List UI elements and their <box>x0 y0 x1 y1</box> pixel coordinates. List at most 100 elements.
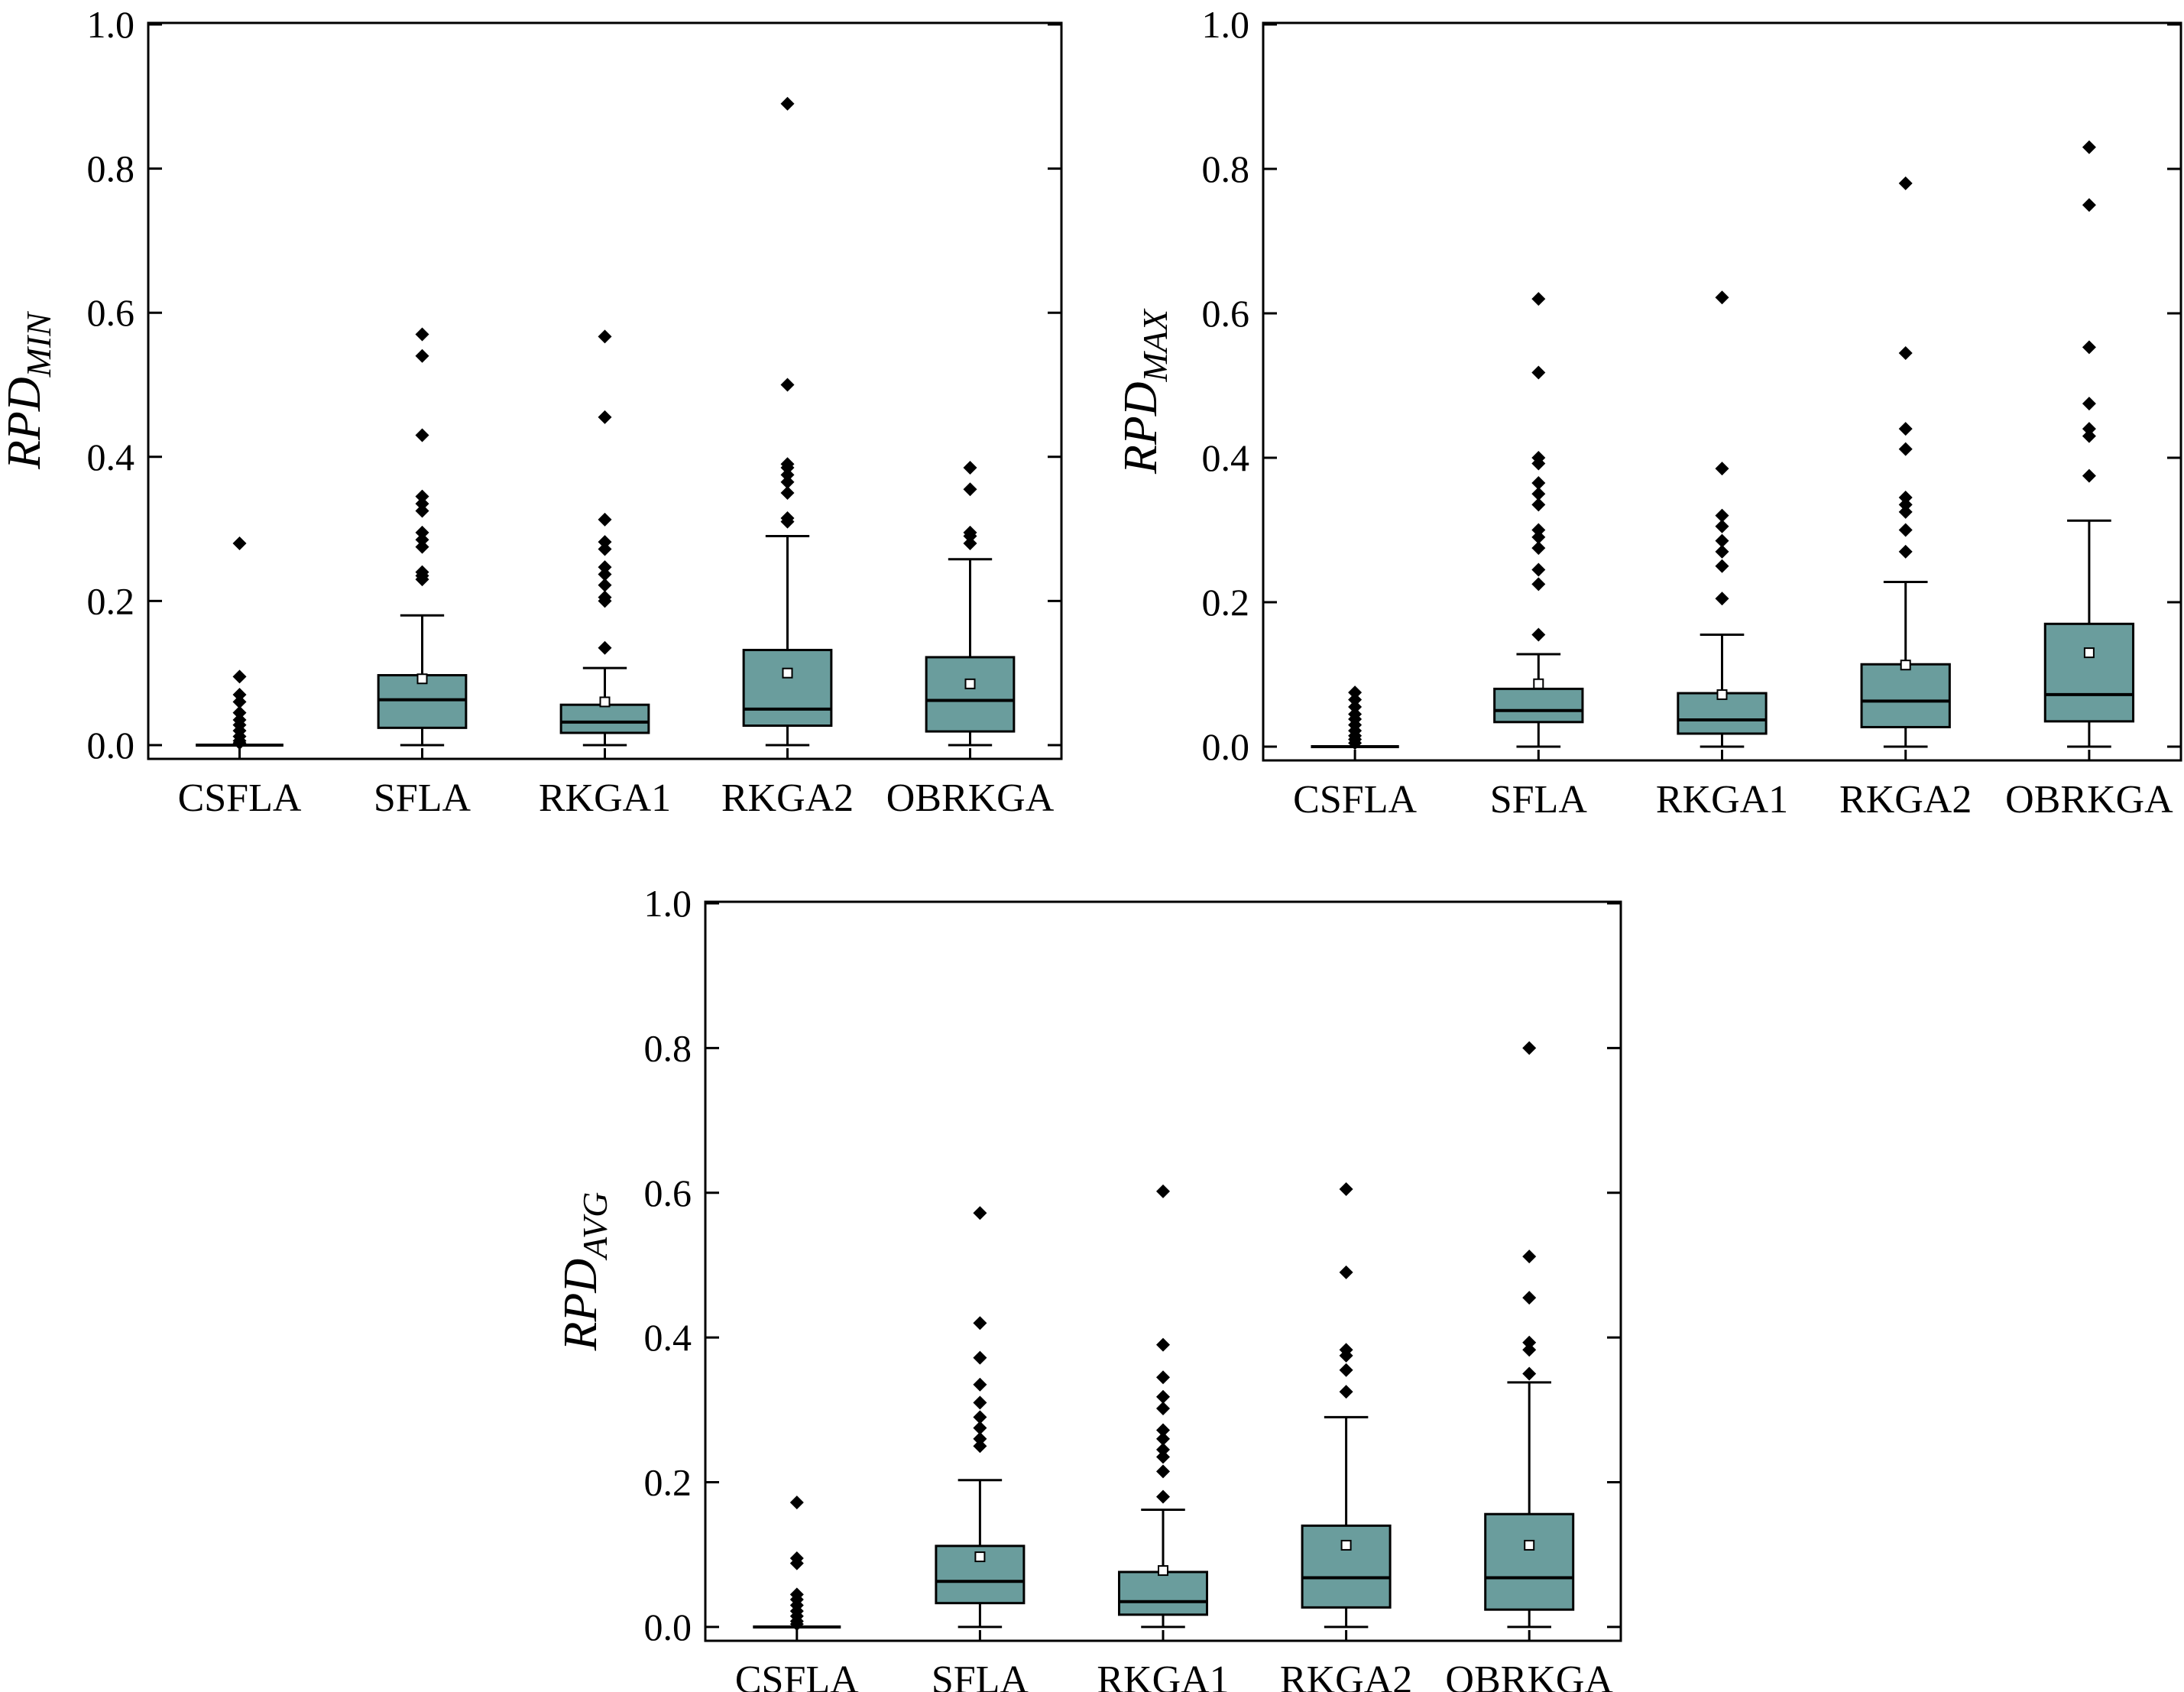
outlier-point <box>415 348 429 363</box>
y-tick-label: 0.6 <box>644 1172 692 1214</box>
outlier-point <box>1156 1423 1170 1438</box>
outlier-point <box>973 1206 987 1220</box>
y-tick-label: 1.0 <box>87 3 135 46</box>
mean-marker <box>1524 1539 1535 1551</box>
y-tick-label: 1.0 <box>644 882 692 925</box>
box-sfla: SFLA <box>932 1206 1029 1692</box>
x-tick-label: SFLA <box>1490 778 1588 822</box>
box-body <box>1117 1570 1209 1616</box>
outlier-point <box>598 410 612 424</box>
outlier-point <box>415 525 429 540</box>
y-axis-label-base: RPD <box>555 1259 607 1352</box>
outlier-point <box>1715 533 1729 548</box>
outlier-point <box>1522 1250 1537 1264</box>
outlier-point <box>1339 1363 1353 1377</box>
outlier-point <box>1531 456 1546 471</box>
outlier-point <box>415 327 429 342</box>
outlier-point <box>598 535 612 549</box>
x-tick-label: RKGA2 <box>1280 1658 1412 1692</box>
outlier-point <box>1715 592 1729 606</box>
outlier-point <box>780 378 795 392</box>
y-axis-label-subscript: MAX <box>1136 308 1175 382</box>
y-tick-label: 0.2 <box>644 1461 692 1504</box>
x-tick-label: SFLA <box>374 776 471 820</box>
outlier-point <box>2082 140 2096 154</box>
outlier-point <box>1348 699 1363 714</box>
outlier-point <box>1898 490 1913 504</box>
outlier-point <box>1522 1366 1537 1381</box>
box-body <box>1860 663 1951 728</box>
box-body <box>1301 1524 1392 1609</box>
outlier-point <box>1898 544 1913 559</box>
outlier-point <box>598 560 612 575</box>
outlier-point <box>232 705 247 720</box>
outlier-point <box>1522 1041 1537 1055</box>
outlier-point <box>1339 1182 1353 1197</box>
outlier-point <box>1531 562 1546 577</box>
box-rkga2: RKGA2 <box>1280 1182 1412 1692</box>
box-body <box>742 649 833 728</box>
y-axis-label: RPDMIN <box>0 311 58 470</box>
y-axis-label-base: RPD <box>0 377 50 470</box>
outlier-point <box>1156 1450 1170 1464</box>
outlier-point <box>1531 292 1546 306</box>
outlier-point <box>415 489 429 504</box>
x-tick-label: OBRKGA <box>1445 1658 1613 1692</box>
outlier-point <box>1715 508 1729 523</box>
outlier-point <box>973 1316 987 1331</box>
y-tick-label: 0.0 <box>644 1606 692 1648</box>
y-tick-label: 0.4 <box>1202 436 1250 479</box>
y-axis-label-subscript: AVG <box>575 1192 614 1261</box>
outlier-point <box>789 1556 804 1570</box>
outlier-point <box>415 497 429 511</box>
outlier-point <box>973 1421 987 1435</box>
outlier-point <box>2082 340 2096 355</box>
outlier-point <box>1531 498 1546 512</box>
outlier-point <box>963 460 977 475</box>
outlier-point <box>598 567 612 582</box>
mean-marker <box>1900 660 1911 671</box>
x-tick-label: RKGA2 <box>1839 778 1972 822</box>
outlier-point <box>1522 1343 1537 1357</box>
outlier-point <box>598 329 612 344</box>
outlier-point <box>973 1395 987 1410</box>
outlier-point <box>1156 1464 1170 1479</box>
outlier-point <box>1898 498 1913 512</box>
y-tick-label: 0.0 <box>87 724 135 767</box>
outlier-point <box>1348 692 1363 707</box>
outlier-point <box>973 1350 987 1365</box>
box-body <box>1493 687 1584 724</box>
outlier-point <box>1156 1489 1170 1504</box>
y-tick-label: 1.0 <box>1202 3 1250 46</box>
outlier-point <box>1715 290 1729 305</box>
chart-max: 0.0 0.2 0.4 0.6 0.8 1.0 RPDMAX CSFLA SFLA RKGA1 RK… <box>1115 3 2182 822</box>
outlier-point <box>1898 176 1913 190</box>
y-tick-label: 0.8 <box>87 147 135 190</box>
box-obrkga: OBRKGA <box>886 460 1055 820</box>
outlier-point <box>1715 462 1729 476</box>
outlier-point <box>1522 1335 1537 1350</box>
outlier-point <box>2082 397 2096 411</box>
mean-marker <box>2083 647 2095 659</box>
outlier-point <box>780 96 795 111</box>
box-body <box>559 703 650 734</box>
y-tick-label: 0.4 <box>644 1316 692 1359</box>
outlier-point <box>1156 1184 1170 1198</box>
outlier-point <box>963 482 977 497</box>
outlier-point <box>1898 523 1913 537</box>
box-rkga2: RKGA2 <box>1839 176 1972 822</box>
box-rkga1: RKGA1 <box>1097 1184 1230 1692</box>
outlier-point <box>963 536 977 550</box>
chart-min: 0.0 0.2 0.4 0.6 0.8 1.0 RPDMIN CSFLA SFLA RKGA1 RK… <box>0 3 1063 820</box>
outlier-point <box>598 512 612 527</box>
outlier-point <box>598 640 612 655</box>
outlier-point <box>973 1410 987 1425</box>
y-tick-label: 0.4 <box>87 436 135 478</box>
x-tick-label: OBRKGA <box>2005 778 2173 822</box>
box-csfla: CSFLA <box>735 1496 859 1692</box>
outlier-point <box>1898 345 1913 360</box>
mean-marker <box>416 673 428 685</box>
outlier-point <box>780 468 795 482</box>
outlier-point <box>2082 422 2096 436</box>
